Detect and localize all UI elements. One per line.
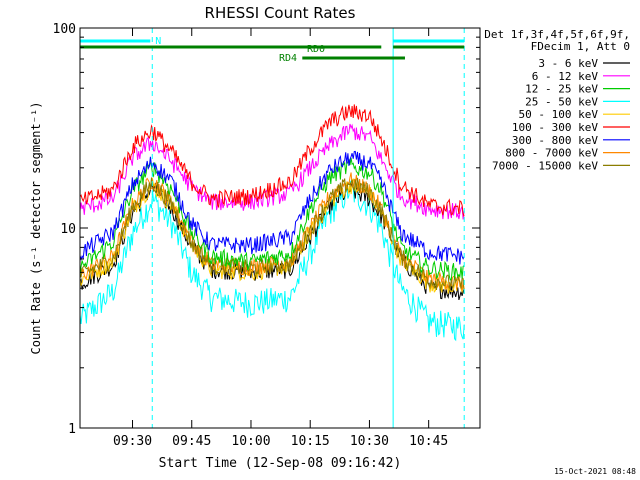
y-tick-label-2: 100 [53, 22, 76, 37]
state-label-rd4: RD4 [279, 53, 297, 64]
legend-entry-label-4: 50 - 100 keV [519, 108, 599, 121]
series-line-6 [79, 150, 465, 265]
generation-timestamp: 15-Oct-2021 08:48 [554, 467, 636, 476]
legend-header-line-1: Det 1f,3f,4f,5f,6f,9f, [484, 28, 630, 41]
state-label-rd0: RD0 [307, 44, 325, 55]
series-line-1 [79, 123, 465, 220]
y-tick-label-0: 1 [68, 422, 76, 437]
series-line-3 [79, 180, 465, 342]
x-tick-label-4: 10:30 [350, 434, 389, 449]
x-tick-label-0: 09:30 [113, 434, 152, 449]
series-line-8 [79, 177, 465, 294]
legend-header-line-2: FDecim 1, Att 0 [531, 40, 630, 53]
x-tick-label-2: 10:00 [231, 434, 270, 449]
legend-entry-label-7: 800 - 7000 keV [505, 147, 598, 160]
x-tick-label-1: 09:45 [172, 434, 211, 449]
legend-entry-label-5: 100 - 300 keV [512, 121, 598, 134]
x-axis-label: Start Time (12-Sep-08 09:16:42) [159, 456, 402, 471]
x-tick-label-3: 10:15 [291, 434, 330, 449]
legend-entry-label-0: 3 - 6 keV [538, 57, 598, 70]
series-line-5 [79, 104, 465, 217]
legend-entry-label-6: 300 - 800 keV [512, 134, 598, 147]
legend-entry-label-3: 25 - 50 keV [525, 95, 598, 108]
axes: 09:30 09:45 10:00 10:15 10:30 10:45 1 10 100 [53, 22, 480, 449]
y-axis-label: Count Rate (s⁻¹ detector segment⁻¹) [29, 102, 43, 355]
y-tick-label-1: 10 [60, 222, 76, 237]
plot-area: N RD0 RD4 [79, 28, 465, 428]
state-label-n: N [155, 36, 161, 47]
x-tick-label-5: 10:45 [409, 434, 448, 449]
legend-entry-label-1: 6 - 12 keV [532, 70, 599, 83]
series-line-2 [79, 157, 465, 281]
legend-entry-label-8: 7000 - 15000 keV [492, 159, 598, 172]
chart-title: RHESSI Count Rates [205, 4, 356, 22]
legend: Det 1f,3f,4f,5f,6f,9f, FDecim 1, Att 0 3… [484, 28, 630, 172]
legend-entry-label-2: 12 - 25 keV [525, 83, 598, 96]
